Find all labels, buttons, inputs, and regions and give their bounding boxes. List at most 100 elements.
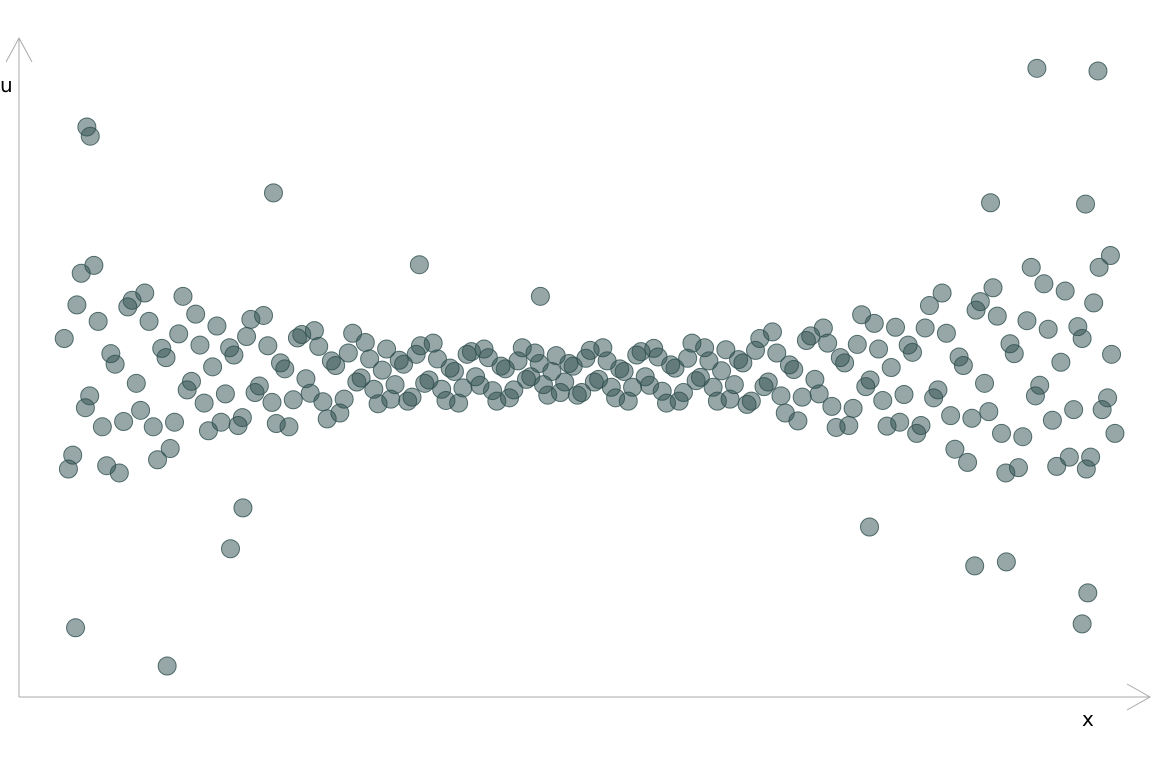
point xyxy=(330,403,350,423)
point xyxy=(440,358,460,378)
point xyxy=(54,329,74,349)
point xyxy=(169,324,189,344)
point xyxy=(88,311,108,331)
point xyxy=(101,344,121,364)
point xyxy=(516,369,536,389)
point xyxy=(245,383,265,403)
point xyxy=(975,373,995,393)
point xyxy=(962,408,982,428)
point xyxy=(936,323,956,343)
point xyxy=(139,311,159,331)
point xyxy=(627,345,647,365)
point xyxy=(788,411,808,431)
point xyxy=(1038,319,1058,339)
point xyxy=(135,283,155,303)
point xyxy=(1100,245,1120,265)
point xyxy=(712,361,732,381)
point xyxy=(618,391,638,411)
point xyxy=(84,255,104,275)
point xyxy=(979,402,999,422)
point xyxy=(945,439,965,459)
point xyxy=(530,286,550,306)
point xyxy=(678,348,698,368)
point xyxy=(58,459,78,479)
point xyxy=(779,355,799,375)
point xyxy=(157,656,177,676)
point xyxy=(991,423,1011,443)
point xyxy=(500,388,520,408)
point xyxy=(148,450,168,470)
point xyxy=(924,388,944,408)
point xyxy=(907,423,927,443)
point xyxy=(215,384,235,404)
point xyxy=(220,539,240,559)
y-axis-label: u xyxy=(0,73,13,97)
point xyxy=(131,400,151,420)
point xyxy=(987,306,1007,326)
point xyxy=(423,333,443,353)
point xyxy=(1092,400,1112,420)
point xyxy=(80,126,100,146)
point xyxy=(686,371,706,391)
point xyxy=(729,350,749,370)
point xyxy=(211,412,231,432)
point xyxy=(610,359,630,379)
point xyxy=(483,381,503,401)
point xyxy=(754,377,774,397)
point xyxy=(126,373,146,393)
point xyxy=(109,463,129,483)
point xyxy=(1078,583,1098,603)
point xyxy=(796,330,816,350)
point xyxy=(75,398,95,418)
point xyxy=(143,417,163,437)
point xyxy=(432,379,452,399)
axes xyxy=(5,36,1152,711)
point xyxy=(1034,274,1054,294)
point xyxy=(593,338,613,358)
point xyxy=(1042,410,1062,430)
point xyxy=(1000,334,1020,354)
x-arrow xyxy=(1126,683,1152,711)
point xyxy=(449,393,469,413)
point xyxy=(661,355,681,375)
point xyxy=(508,351,528,371)
point xyxy=(1013,427,1033,447)
point xyxy=(881,358,901,377)
point xyxy=(165,412,185,432)
point xyxy=(873,390,893,410)
point xyxy=(1105,423,1125,443)
point xyxy=(415,373,435,393)
point xyxy=(173,286,193,306)
point xyxy=(981,193,1001,213)
point xyxy=(152,338,172,358)
point xyxy=(457,344,477,364)
point xyxy=(309,336,329,356)
point xyxy=(114,412,134,432)
point xyxy=(1025,386,1045,406)
point xyxy=(856,377,876,397)
point xyxy=(567,385,587,405)
point xyxy=(966,300,986,320)
point xyxy=(576,348,596,368)
point xyxy=(886,317,906,337)
point xyxy=(822,396,842,416)
point xyxy=(869,339,889,359)
point xyxy=(958,452,978,472)
point xyxy=(898,335,918,355)
point xyxy=(237,327,257,347)
point xyxy=(996,552,1016,572)
point xyxy=(949,347,969,367)
y-arrow xyxy=(5,36,33,63)
point xyxy=(737,394,757,414)
points xyxy=(54,58,1125,676)
point xyxy=(313,392,333,412)
point xyxy=(864,313,884,333)
point xyxy=(703,377,723,397)
point xyxy=(381,389,401,409)
point xyxy=(941,406,961,426)
point xyxy=(160,439,180,459)
point xyxy=(377,339,397,359)
point xyxy=(1076,459,1096,479)
point xyxy=(347,372,367,392)
